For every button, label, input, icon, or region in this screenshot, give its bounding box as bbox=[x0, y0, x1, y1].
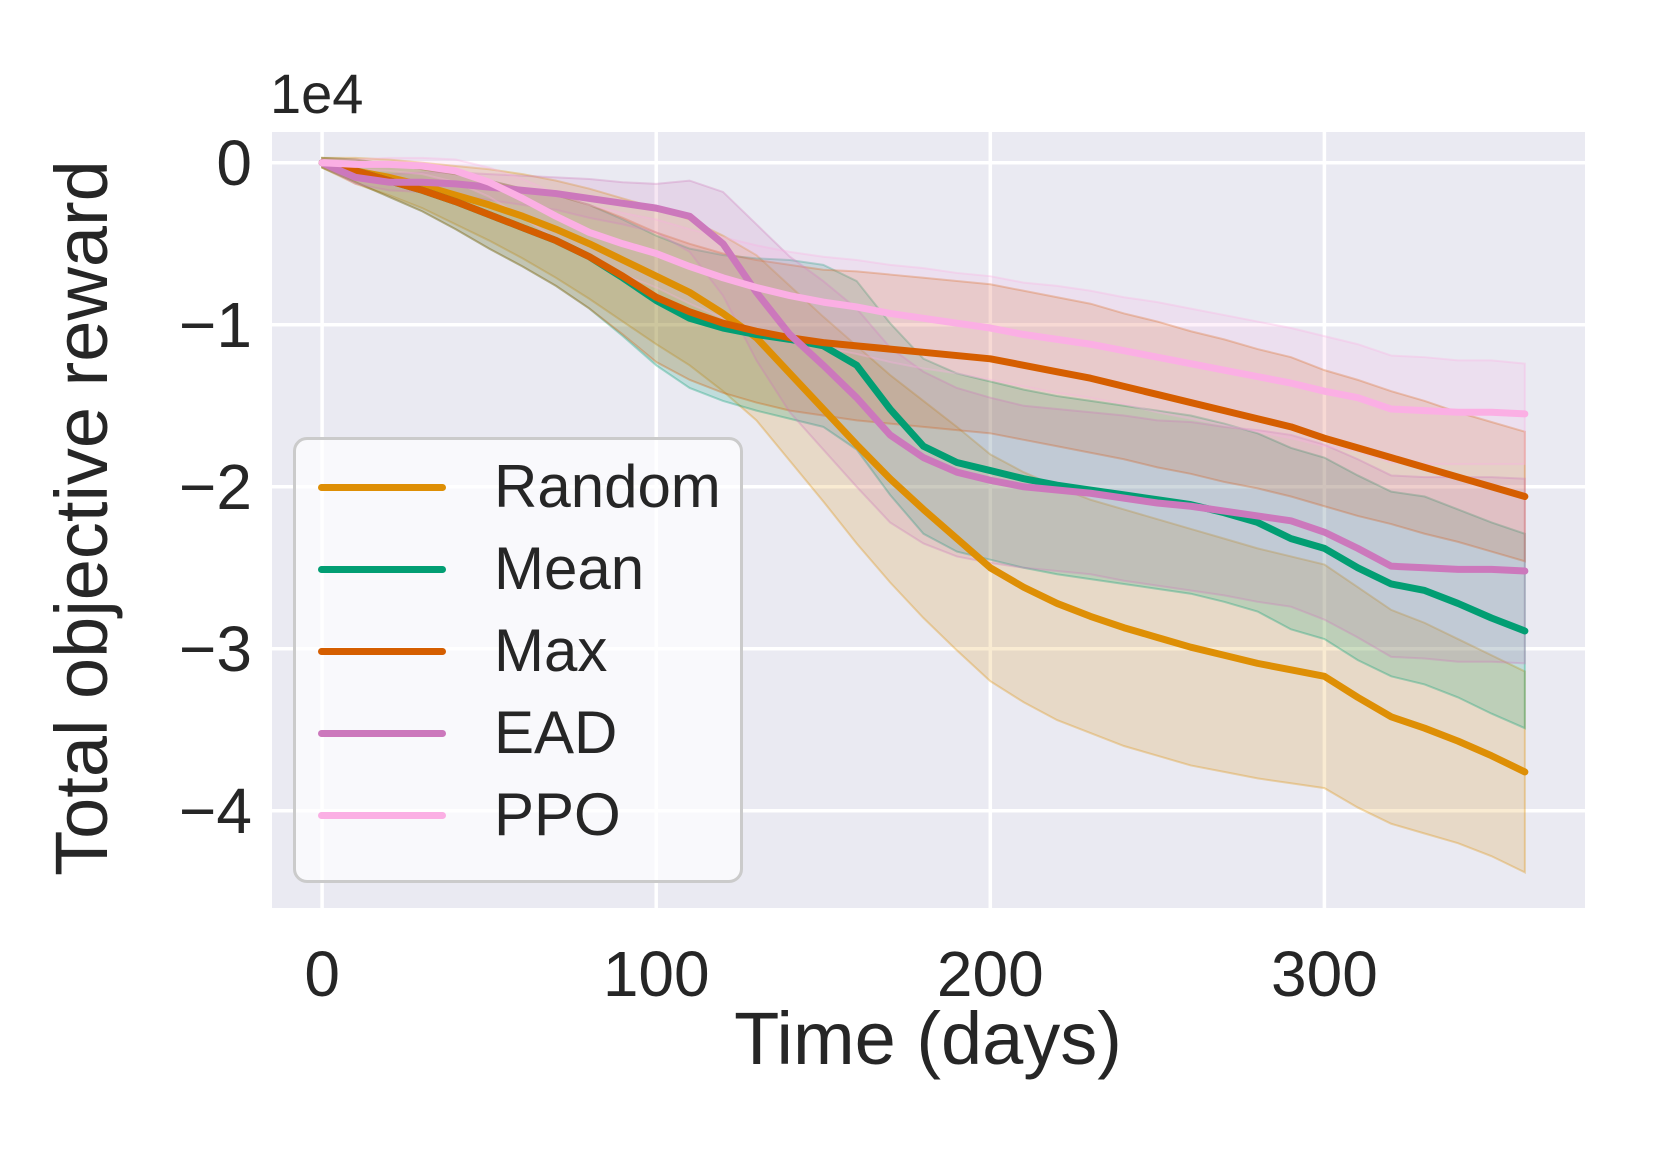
legend-item-ppo: PPO bbox=[296, 774, 740, 856]
legend-item-ead: EAD bbox=[296, 692, 740, 774]
chart-svg bbox=[272, 132, 1585, 908]
band-ppo bbox=[321, 156, 1526, 466]
legend-swatch-mean bbox=[318, 565, 446, 573]
line-ppo bbox=[318, 159, 1529, 418]
legend-swatch-max bbox=[318, 647, 446, 655]
legend: Random Mean Max EAD PPO bbox=[293, 437, 743, 883]
x-tick-0: 0 bbox=[304, 938, 340, 1010]
x-axis-label: Time (days) bbox=[734, 997, 1122, 1080]
legend-label-mean: Mean bbox=[494, 535, 645, 602]
legend-swatch-random bbox=[318, 483, 446, 491]
legend-label-max: Max bbox=[494, 617, 608, 684]
band-random bbox=[321, 156, 1526, 874]
legend-label-ead: EAD bbox=[494, 699, 618, 766]
x-tick-100: 100 bbox=[602, 938, 710, 1010]
legend-label-random: Random bbox=[494, 453, 721, 520]
plot-area bbox=[272, 132, 1585, 908]
y-tick-−2: −2 bbox=[179, 450, 252, 523]
legend-item-mean: Mean bbox=[296, 528, 740, 610]
legend-item-random: Random bbox=[296, 446, 740, 528]
legend-swatch-ead bbox=[318, 729, 446, 737]
y-tick-−3: −3 bbox=[179, 612, 252, 685]
y-axis-offset-label: 1e4 bbox=[270, 62, 364, 125]
line-random bbox=[318, 159, 1529, 776]
y-tick-−4: −4 bbox=[179, 774, 252, 847]
x-tick-200: 200 bbox=[936, 938, 1044, 1010]
line-max bbox=[318, 159, 1529, 501]
legend-item-max: Max bbox=[296, 610, 740, 692]
x-tick-300: 300 bbox=[1271, 938, 1378, 1010]
legend-swatch-ppo bbox=[318, 811, 446, 819]
legend-label-ppo: PPO bbox=[494, 781, 621, 848]
line-ead bbox=[318, 159, 1529, 575]
series-lines bbox=[318, 159, 1529, 776]
band-ead bbox=[321, 158, 1526, 665]
y-tick-−1: −1 bbox=[179, 288, 252, 361]
y-tick-0: 0 bbox=[216, 126, 252, 199]
